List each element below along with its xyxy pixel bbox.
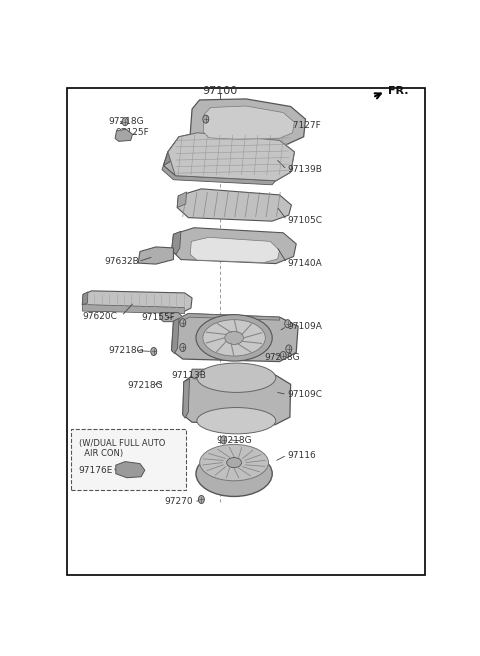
Polygon shape bbox=[173, 314, 279, 324]
Polygon shape bbox=[172, 232, 181, 255]
Text: FR.: FR. bbox=[388, 87, 408, 96]
Ellipse shape bbox=[197, 363, 276, 392]
Text: 97113B: 97113B bbox=[172, 371, 206, 380]
Polygon shape bbox=[83, 291, 192, 312]
Ellipse shape bbox=[197, 407, 276, 434]
Polygon shape bbox=[172, 314, 298, 361]
Text: (W/DUAL FULL AUTO
  AIR CON): (W/DUAL FULL AUTO AIR CON) bbox=[79, 439, 165, 458]
Text: 97109C: 97109C bbox=[287, 390, 322, 399]
Text: 97218G: 97218G bbox=[216, 436, 252, 445]
Polygon shape bbox=[160, 313, 183, 321]
Ellipse shape bbox=[196, 315, 272, 361]
Polygon shape bbox=[172, 228, 296, 264]
Text: 97218G: 97218G bbox=[108, 117, 144, 126]
Text: 97218G: 97218G bbox=[264, 353, 300, 362]
Circle shape bbox=[180, 319, 186, 327]
Circle shape bbox=[286, 345, 292, 353]
Polygon shape bbox=[138, 247, 173, 264]
Text: 97155F: 97155F bbox=[142, 313, 176, 322]
Text: 97127F: 97127F bbox=[287, 121, 321, 130]
Text: 97218G: 97218G bbox=[224, 117, 259, 126]
Ellipse shape bbox=[227, 458, 241, 468]
Text: 97218G: 97218G bbox=[127, 381, 163, 390]
Polygon shape bbox=[163, 137, 179, 165]
Circle shape bbox=[203, 115, 209, 123]
Circle shape bbox=[285, 319, 290, 328]
Polygon shape bbox=[172, 318, 179, 354]
Polygon shape bbox=[183, 379, 190, 418]
Text: 97176E: 97176E bbox=[79, 466, 113, 475]
Polygon shape bbox=[83, 304, 185, 314]
Ellipse shape bbox=[225, 331, 243, 344]
Text: 97105C: 97105C bbox=[287, 216, 322, 224]
Circle shape bbox=[198, 495, 204, 504]
Polygon shape bbox=[190, 237, 279, 262]
Polygon shape bbox=[183, 372, 290, 424]
Text: 97632B: 97632B bbox=[105, 257, 139, 266]
Text: 97270: 97270 bbox=[164, 497, 193, 506]
Polygon shape bbox=[203, 106, 294, 139]
Text: 97620C: 97620C bbox=[83, 312, 117, 321]
Polygon shape bbox=[177, 189, 291, 221]
Circle shape bbox=[221, 436, 227, 444]
Polygon shape bbox=[177, 192, 186, 207]
Polygon shape bbox=[168, 133, 294, 181]
Bar bbox=[71, 429, 186, 491]
Text: 97116: 97116 bbox=[287, 451, 316, 460]
Ellipse shape bbox=[203, 319, 265, 356]
Text: 97140A: 97140A bbox=[287, 258, 322, 268]
Ellipse shape bbox=[196, 451, 272, 497]
Ellipse shape bbox=[200, 444, 268, 481]
Circle shape bbox=[280, 352, 286, 359]
Circle shape bbox=[151, 348, 156, 356]
Text: 97100: 97100 bbox=[203, 87, 238, 96]
Polygon shape bbox=[115, 129, 132, 141]
Polygon shape bbox=[116, 462, 145, 478]
Circle shape bbox=[180, 343, 186, 352]
Text: 97125F: 97125F bbox=[116, 129, 150, 137]
Text: 97218G: 97218G bbox=[108, 346, 144, 355]
Polygon shape bbox=[190, 99, 305, 146]
Polygon shape bbox=[191, 369, 216, 379]
Circle shape bbox=[122, 117, 128, 126]
Polygon shape bbox=[83, 292, 88, 304]
Polygon shape bbox=[162, 165, 276, 185]
Text: 97109A: 97109A bbox=[287, 321, 322, 331]
Text: 97139B: 97139B bbox=[287, 165, 322, 174]
Polygon shape bbox=[163, 133, 294, 181]
